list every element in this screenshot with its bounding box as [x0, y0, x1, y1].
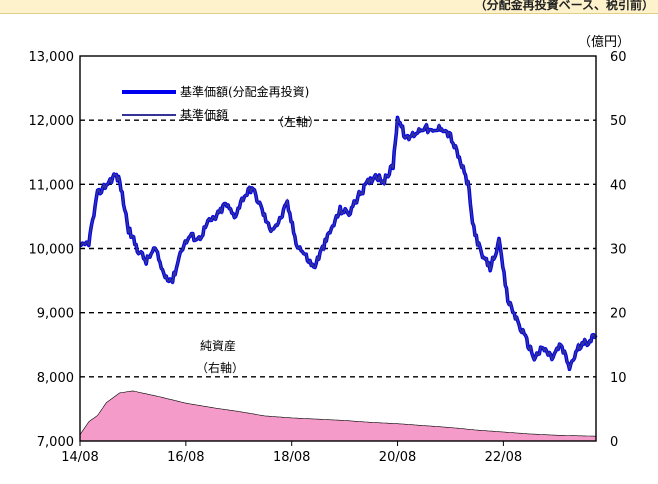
header-strip-text: （分配金再投資ベース、税引前）: [474, 0, 654, 12]
right-tick-label: 40: [610, 178, 627, 193]
left-tick-label: 11,000: [29, 178, 75, 193]
left-axis-ticks: 7,000 8,000 9,000 10,000 11,000 12,000 13,000: [29, 50, 75, 450]
left-tick-label: 9,000: [37, 307, 74, 322]
header-strip: （分配金再投資ベース、税引前）: [0, 0, 658, 14]
annotation-left-axis: （左軸）: [272, 114, 320, 129]
net-assets-area: [79, 390, 597, 442]
left-tick-label: 8,000: [37, 371, 74, 386]
legend-label-reinvested: 基準価額(分配金再投資): [180, 84, 309, 99]
right-tick-label: 30: [610, 243, 627, 258]
left-tick-label: 12,000: [29, 114, 75, 129]
right-tick-label: 10: [610, 371, 627, 386]
left-tick-label: 13,000: [29, 50, 75, 65]
left-tick-label: 7,000: [37, 435, 74, 450]
legend-label-nav: 基準価額: [180, 107, 228, 122]
right-axis-ticks: 0 10 20 30 40 50 60: [610, 50, 627, 450]
grid-lines: [80, 119, 596, 378]
x-axis-ticks: 14/08 16/08 18/08 20/08 22/08: [61, 441, 522, 465]
nav-line: [79, 117, 597, 370]
x-tick-label: 22/08: [485, 450, 522, 465]
left-tick-label: 10,000: [29, 243, 75, 258]
annotation-right-axis: （右軸）: [196, 360, 244, 375]
right-tick-label: 60: [610, 50, 627, 65]
x-tick-label: 20/08: [379, 450, 416, 465]
right-axis-unit: （億円）: [578, 34, 630, 50]
plot-frame: [79, 55, 597, 442]
legend: 基準価額(分配金再投資) 基準価額: [122, 84, 309, 122]
x-tick-label: 18/08: [273, 450, 310, 465]
nav-reinvested-line: [79, 115, 598, 372]
right-tick-label: 20: [610, 307, 627, 322]
x-tick-label: 16/08: [167, 450, 204, 465]
right-tick-label: 50: [610, 114, 627, 129]
right-tick-label: 0: [610, 435, 618, 450]
x-tick-label: 14/08: [61, 450, 98, 465]
annotation-net-assets: 純資産: [200, 338, 236, 353]
